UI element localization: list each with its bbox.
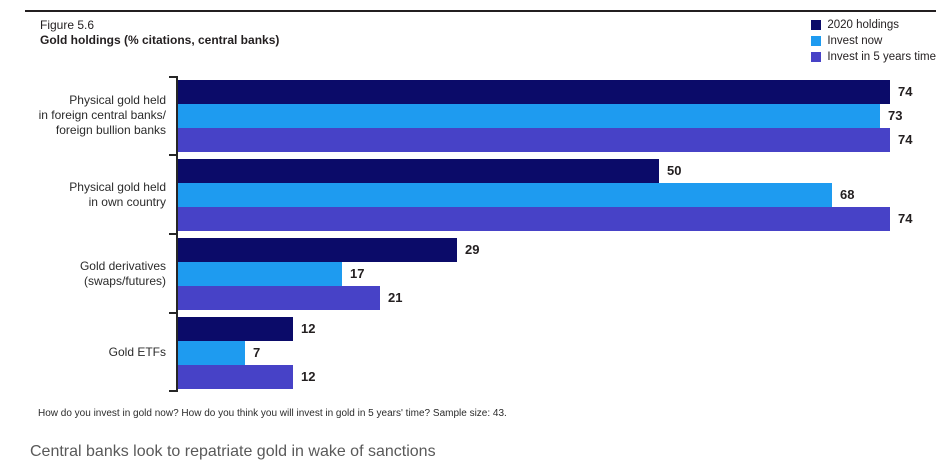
- axis-tick: [169, 390, 176, 392]
- axis-tick: [169, 154, 176, 156]
- bar-invest-in-5-years-time: [178, 285, 380, 310]
- bar-invest-in-5-years-time: [178, 206, 890, 231]
- legend-swatch-icon: [811, 36, 822, 46]
- bar-value-label: 12: [301, 321, 316, 336]
- bar-2020-holdings: [178, 237, 457, 262]
- bar-row: 12: [178, 316, 936, 341]
- category-label: Gold derivatives (swaps/futures): [79, 258, 166, 288]
- bar-value-label: 7: [253, 345, 261, 360]
- legend-item: Invest in 5 years time: [811, 50, 936, 64]
- caption: Central banks look to repatriate gold in…: [30, 443, 436, 460]
- top-rule: [25, 10, 936, 12]
- figure-title: Gold holdings (% citations, central bank…: [40, 33, 280, 47]
- bar-value-label: 74: [898, 132, 913, 147]
- chart-titles: Figure 5.6 Gold holdings (% citations, c…: [25, 18, 279, 48]
- chart-legend: 2020 holdings Invest now Invest in 5 years…: [811, 18, 936, 64]
- category-label: Gold ETFs: [108, 345, 166, 359]
- legend-item: Invest now: [811, 34, 936, 48]
- bar-row: 7: [178, 340, 936, 365]
- bar-row: 74: [178, 206, 936, 231]
- legend-label: 2020 holdings: [827, 19, 899, 31]
- bar-group: 29 17 21: [178, 234, 936, 313]
- bar-value-label: 29: [465, 242, 480, 257]
- plot-area: Physical gold held in foreign central ba…: [25, 76, 936, 392]
- bars-area: 74 73 74 50 68 74 29 17 21 12 7 12: [169, 76, 936, 392]
- bar-value-label: 74: [898, 211, 913, 226]
- bar-value-label: 21: [388, 290, 403, 305]
- axis-tick: [169, 312, 176, 314]
- axis-tick: [169, 76, 176, 78]
- bar-value-label: 12: [301, 369, 316, 384]
- bar-row: 17: [178, 261, 936, 286]
- legend-label: Invest now: [827, 35, 883, 47]
- bar-value-label: 68: [840, 187, 855, 202]
- bar-value-label: 74: [898, 84, 913, 99]
- category-labels: Physical gold held in foreign central ba…: [25, 76, 176, 392]
- bar-invest-now: [178, 182, 832, 207]
- legend-swatch-icon: [811, 20, 822, 30]
- bar-row: 74: [178, 79, 936, 104]
- bar-row: 74: [178, 127, 936, 152]
- footnote: How do you invest in gold now? How do yo…: [38, 408, 507, 419]
- bar-row: 68: [178, 182, 936, 207]
- bar-row: 12: [178, 364, 936, 389]
- legend-swatch-icon: [811, 52, 822, 62]
- bar-invest-now: [178, 261, 342, 286]
- bar-group: 12 7 12: [178, 313, 936, 392]
- bar-group: 50 68 74: [178, 155, 936, 234]
- bar-2020-holdings: [178, 316, 293, 341]
- bar-row: 73: [178, 103, 936, 128]
- bar-row: 50: [178, 158, 936, 183]
- bar-2020-holdings: [178, 79, 890, 104]
- figure-label: Figure 5.6: [40, 18, 95, 32]
- bar-row: 21: [178, 285, 936, 310]
- bar-value-label: 73: [888, 108, 903, 123]
- bar-invest-now: [178, 340, 245, 365]
- bar-group: 74 73 74: [178, 76, 936, 155]
- bar-value-label: 50: [667, 163, 682, 178]
- chart-header: Figure 5.6 Gold holdings (% citations, c…: [25, 18, 936, 68]
- bar-row: 29: [178, 237, 936, 262]
- category-label: Physical gold held in foreign central ba…: [38, 93, 166, 137]
- bar-invest-in-5-years-time: [178, 127, 890, 152]
- bar-invest-now: [178, 103, 880, 128]
- bar-invest-in-5-years-time: [178, 364, 293, 389]
- bar-2020-holdings: [178, 158, 659, 183]
- legend-item: 2020 holdings: [811, 18, 936, 32]
- bar-value-label: 17: [350, 266, 365, 281]
- report-page: Figure 5.6 Gold holdings (% citations, c…: [25, 10, 936, 419]
- legend-label: Invest in 5 years time: [827, 51, 936, 63]
- category-label: Physical gold held in own country: [69, 179, 166, 209]
- axis-tick: [169, 233, 176, 235]
